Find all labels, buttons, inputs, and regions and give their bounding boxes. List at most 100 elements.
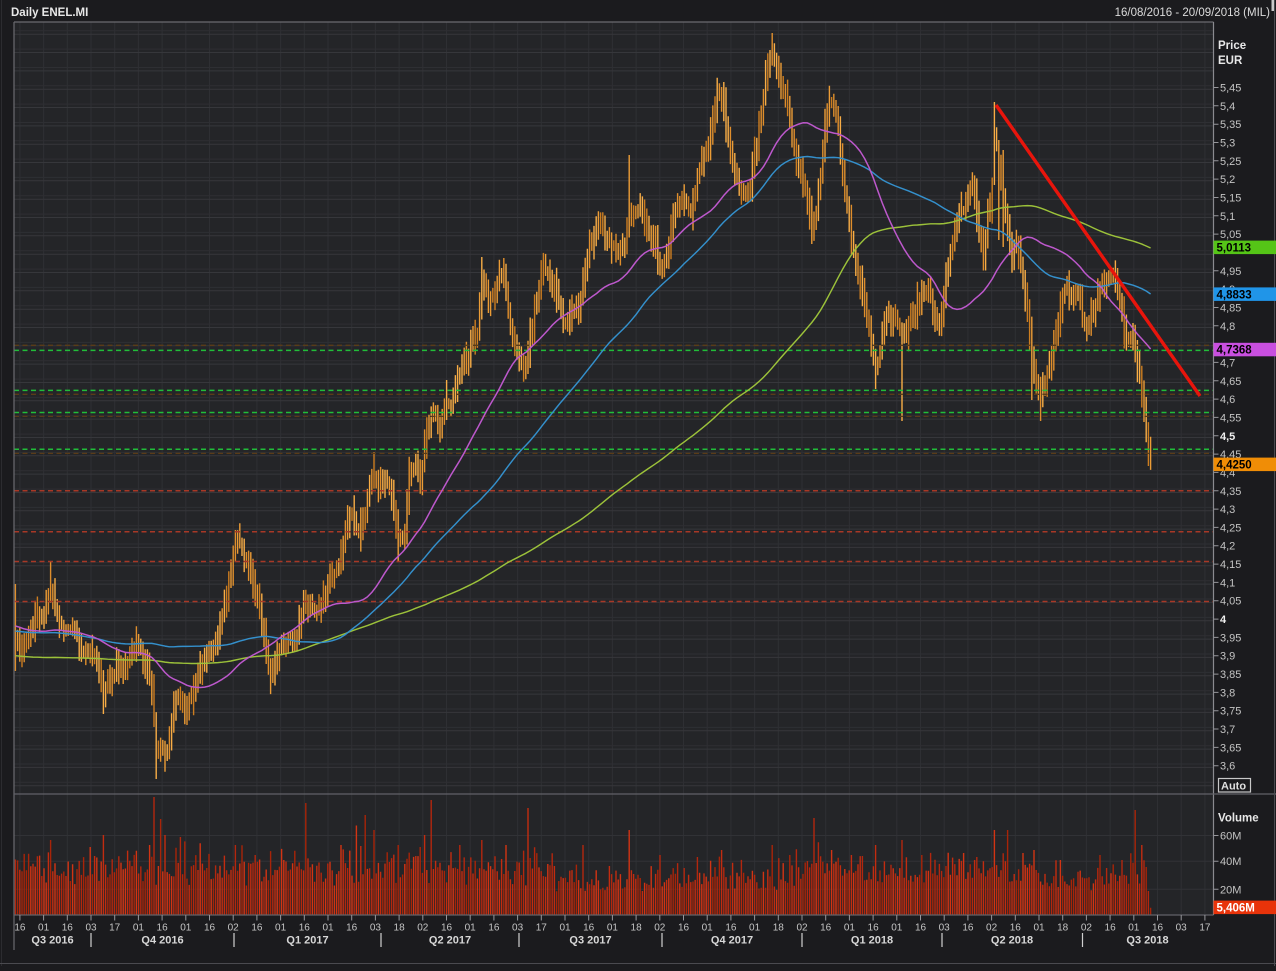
svg-text:02: 02 <box>986 923 998 934</box>
svg-text:Q3 2018: Q3 2018 <box>1126 935 1168 947</box>
svg-text:01: 01 <box>322 923 334 934</box>
svg-text:16: 16 <box>915 923 927 934</box>
svg-text:4,4250: 4,4250 <box>1217 460 1252 472</box>
svg-text:16: 16 <box>441 923 453 934</box>
svg-text:4,3: 4,3 <box>1220 504 1235 516</box>
svg-text:4,25: 4,25 <box>1220 522 1241 534</box>
svg-text:01: 01 <box>133 923 145 934</box>
svg-text:3,9: 3,9 <box>1220 651 1235 663</box>
svg-text:4,5: 4,5 <box>1220 431 1235 443</box>
svg-text:3,8: 3,8 <box>1220 687 1235 699</box>
svg-text:01: 01 <box>1128 923 1140 934</box>
svg-text:01: 01 <box>38 923 50 934</box>
svg-text:16: 16 <box>1152 923 1164 934</box>
svg-text:60M: 60M <box>1220 831 1241 843</box>
svg-text:4,15: 4,15 <box>1220 559 1241 571</box>
svg-text:Daily ENEL.MI: Daily ENEL.MI <box>11 7 88 19</box>
svg-text:3,7: 3,7 <box>1220 724 1235 736</box>
svg-text:01: 01 <box>844 923 856 934</box>
svg-text:16: 16 <box>346 923 358 934</box>
svg-text:01: 01 <box>749 923 761 934</box>
svg-text:02: 02 <box>417 923 429 934</box>
svg-text:5,1: 5,1 <box>1220 211 1235 223</box>
svg-text:16: 16 <box>962 923 974 934</box>
svg-text:Q2 2017: Q2 2017 <box>429 935 471 947</box>
svg-text:16: 16 <box>204 923 216 934</box>
svg-text:5,45: 5,45 <box>1220 83 1241 95</box>
svg-text:Q3 2016: Q3 2016 <box>31 935 73 947</box>
svg-text:4,65: 4,65 <box>1220 376 1241 388</box>
svg-text:4,85: 4,85 <box>1220 303 1241 315</box>
svg-text:4,95: 4,95 <box>1220 266 1241 278</box>
svg-text:4,55: 4,55 <box>1220 412 1241 424</box>
svg-text:18: 18 <box>394 923 406 934</box>
svg-text:5,05: 5,05 <box>1220 229 1241 241</box>
svg-text:5,15: 5,15 <box>1220 193 1241 205</box>
svg-text:EUR: EUR <box>1218 55 1243 67</box>
svg-text:18: 18 <box>631 923 643 934</box>
svg-text:16: 16 <box>868 923 880 934</box>
svg-text:16: 16 <box>299 923 311 934</box>
svg-text:5,0113: 5,0113 <box>1217 243 1252 255</box>
svg-text:01: 01 <box>180 923 192 934</box>
svg-text:4: 4 <box>1220 614 1227 626</box>
svg-text:4,8833: 4,8833 <box>1217 289 1252 301</box>
svg-text:16/08/2016 - 20/09/2018 (MIL): 16/08/2016 - 20/09/2018 (MIL) <box>1115 7 1271 19</box>
svg-text:3,95: 3,95 <box>1220 632 1241 644</box>
svg-text:Q1 2018: Q1 2018 <box>851 935 893 947</box>
svg-text:40M: 40M <box>1220 856 1241 868</box>
svg-text:03: 03 <box>370 923 382 934</box>
svg-text:Q2 2018: Q2 2018 <box>991 935 1033 947</box>
svg-text:03: 03 <box>939 923 951 934</box>
svg-text:4,8: 4,8 <box>1220 321 1235 333</box>
svg-text:16: 16 <box>678 923 690 934</box>
svg-text:02: 02 <box>654 923 666 934</box>
svg-text:5,4: 5,4 <box>1220 101 1235 113</box>
svg-text:3,75: 3,75 <box>1220 706 1241 718</box>
svg-text:01: 01 <box>275 923 287 934</box>
svg-text:5,25: 5,25 <box>1220 156 1241 168</box>
svg-text:02: 02 <box>228 923 240 934</box>
svg-text:16: 16 <box>725 923 737 934</box>
svg-text:4,6: 4,6 <box>1220 394 1235 406</box>
svg-text:Volume: Volume <box>1218 813 1259 825</box>
svg-text:4,1: 4,1 <box>1220 577 1235 589</box>
svg-text:16: 16 <box>1105 923 1117 934</box>
svg-text:3,85: 3,85 <box>1220 669 1241 681</box>
svg-text:3,65: 3,65 <box>1220 742 1241 754</box>
svg-text:4,2: 4,2 <box>1220 541 1235 553</box>
svg-text:20M: 20M <box>1220 884 1241 896</box>
svg-text:5,2: 5,2 <box>1220 174 1235 186</box>
svg-text:Q1 2017: Q1 2017 <box>286 935 328 947</box>
svg-text:16: 16 <box>157 923 169 934</box>
svg-text:4,7368: 4,7368 <box>1217 345 1253 357</box>
svg-text:Q3 2017: Q3 2017 <box>569 935 611 947</box>
svg-text:16: 16 <box>251 923 263 934</box>
svg-text:17: 17 <box>1199 923 1211 934</box>
svg-text:5,406M: 5,406M <box>1217 903 1255 915</box>
svg-text:Price: Price <box>1218 40 1246 52</box>
svg-text:01: 01 <box>559 923 571 934</box>
svg-text:5,35: 5,35 <box>1220 119 1241 131</box>
svg-text:02: 02 <box>796 923 808 934</box>
svg-text:16: 16 <box>1010 923 1022 934</box>
svg-text:01: 01 <box>891 923 903 934</box>
svg-text:01: 01 <box>1033 923 1045 934</box>
svg-text:02: 02 <box>1081 923 1093 934</box>
svg-text:3,6: 3,6 <box>1220 761 1235 773</box>
svg-text:01: 01 <box>702 923 714 934</box>
svg-text:16: 16 <box>583 923 595 934</box>
svg-text:Auto: Auto <box>1221 781 1246 793</box>
svg-text:Q4 2016: Q4 2016 <box>141 935 183 947</box>
svg-text:01: 01 <box>607 923 619 934</box>
svg-text:03: 03 <box>85 923 97 934</box>
svg-text:16: 16 <box>488 923 500 934</box>
svg-text:18: 18 <box>1057 923 1069 934</box>
svg-text:18: 18 <box>773 923 785 934</box>
svg-text:03: 03 <box>1176 923 1188 934</box>
svg-text:17: 17 <box>109 923 121 934</box>
svg-text:16: 16 <box>14 923 26 934</box>
svg-text:5,3: 5,3 <box>1220 138 1235 150</box>
svg-text:4,05: 4,05 <box>1220 596 1241 608</box>
svg-text:03: 03 <box>512 923 524 934</box>
